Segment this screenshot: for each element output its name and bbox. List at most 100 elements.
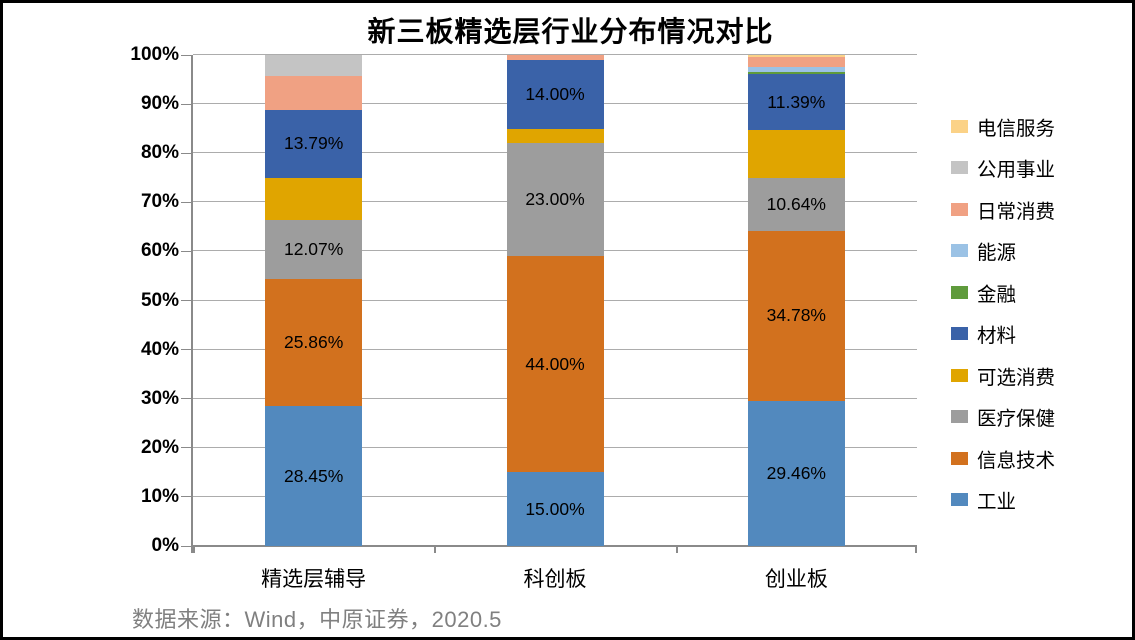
- bar-segment-金融: [747, 71, 845, 75]
- segment-label-材料: 14.00%: [525, 83, 585, 104]
- segment-label-材料: 11.39%: [767, 91, 826, 112]
- bar-segment-电信服务: [747, 55, 845, 57]
- legend-swatch-公用事业: [951, 161, 968, 174]
- bar-segment-日常消费: [506, 55, 604, 60]
- y-axis-label: 30%: [140, 387, 179, 409]
- legend-item-金融: 金融: [951, 281, 1016, 306]
- source-note: 数据来源：Wind，中原证券，2020.5: [132, 607, 502, 632]
- x-axis-line: [193, 545, 917, 547]
- bar-科创板: 15.00% 44.00% 23.00% 14.00%: [506, 55, 604, 546]
- y-axis-label: 50%: [140, 289, 179, 311]
- bar-segment-公用事业: [265, 55, 363, 77]
- segment-label-医疗保健: 23.00%: [525, 189, 585, 210]
- y-axis-tick: [181, 300, 193, 301]
- segment-label-医疗保健: 12.07%: [283, 239, 344, 260]
- x-axis-tick: [675, 546, 678, 553]
- chart-title: 新三板精选层行业分布情况对比: [367, 16, 774, 47]
- legend-label: 公用事业: [977, 159, 1056, 181]
- segment-label-信息技术: 25.86%: [283, 332, 344, 353]
- segment-label-工业: 29.46%: [766, 463, 826, 484]
- bar-创业板: 29.46% 34.78% 10.64% 11.39%: [747, 55, 845, 546]
- y-axis-tick: [181, 250, 193, 252]
- bar-segment-材料: [265, 110, 363, 178]
- bar-segment-可选消费: [747, 130, 845, 179]
- legend-label: 工业: [977, 491, 1017, 513]
- legend-label: 能源: [977, 242, 1017, 264]
- bar-segment-可选消费: [265, 177, 363, 221]
- y-axis-label: 80%: [140, 142, 179, 164]
- y-axis-label: 100%: [130, 44, 179, 65]
- bar-segment-日常消费: [265, 76, 363, 111]
- legend-swatch-医疗保健: [951, 410, 968, 423]
- bar-segment-材料: [506, 59, 604, 129]
- legend-item-可选消费: 可选消费: [951, 364, 1055, 389]
- y-axis-tick: [181, 496, 193, 498]
- x-axis-label-科创板: 科创板: [523, 568, 587, 591]
- plot-area: 28.45% 25.86% 12.07% 13.79% 15.00% 44.00% 23.0…: [181, 54, 917, 553]
- bar-segment-医疗保健: [747, 178, 845, 231]
- segment-label-工业: 15.00%: [525, 498, 585, 519]
- legend-swatch-能源: [951, 244, 968, 257]
- gridline: [193, 54, 917, 55]
- legend-swatch-电信服务: [951, 119, 968, 133]
- y-axis-tick: [181, 545, 193, 547]
- legend-swatch-材料: [951, 327, 968, 340]
- y-axis-line: [191, 55, 193, 553]
- y-axis-tick: [181, 152, 193, 154]
- legend-label: 医疗保健: [977, 408, 1056, 430]
- legend-item-公用事业: 公用事业: [951, 157, 1055, 181]
- bar-segment-材料: [747, 74, 845, 131]
- bar-segment-信息技术: [265, 279, 363, 407]
- x-axis-tick: [915, 546, 917, 553]
- bar-segment-工业: [506, 472, 604, 546]
- legend-label: 可选消费: [977, 366, 1056, 389]
- bar-segment-可选消费: [506, 128, 604, 144]
- x-axis-tick: [193, 546, 195, 553]
- bar-segment-信息技术: [747, 230, 845, 402]
- y-axis-tick: [181, 201, 193, 203]
- legend-swatch-可选消费: [951, 368, 968, 382]
- legend-item-信息技术: 信息技术: [951, 447, 1055, 472]
- y-axis-tick: [181, 54, 193, 56]
- legend-item-工业: 工业: [951, 489, 1016, 513]
- legend-swatch-金融: [951, 285, 968, 299]
- legend-swatch-信息技术: [951, 451, 968, 465]
- y-axis-label: 60%: [140, 240, 179, 262]
- legend-item-能源: 能源: [951, 240, 1016, 264]
- segment-label-信息技术: 44.00%: [525, 353, 585, 374]
- y-axis-label: 40%: [140, 338, 179, 360]
- segment-label-工业: 28.45%: [283, 465, 344, 486]
- y-axis-tick: [181, 103, 193, 105]
- bar-segment-医疗保健: [506, 143, 604, 257]
- y-axis-tick: [181, 398, 193, 400]
- legend-label: 电信服务: [977, 117, 1056, 140]
- y-axis-tick: [181, 349, 193, 351]
- y-axis-label: 20%: [140, 436, 179, 458]
- segment-label-信息技术: 34.78%: [766, 305, 826, 326]
- legend-label: 日常消费: [977, 200, 1056, 223]
- segment-label-医疗保健: 10.64%: [766, 193, 826, 214]
- y-axis-label: 70%: [140, 191, 179, 213]
- bar-segment-日常消费: [747, 56, 845, 67]
- bar-segment-信息技术: [506, 256, 604, 473]
- legend-item-医疗保健: 医疗保健: [951, 406, 1055, 430]
- bar-segment-工业: [747, 401, 845, 546]
- x-axis-label-创业板: 创业板: [764, 568, 828, 591]
- legend-label: 材料: [977, 325, 1017, 347]
- x-axis-label-精选层辅导: 精选层辅导: [261, 568, 367, 591]
- bar-精选层辅导: 28.45% 25.86% 12.07% 13.79%: [265, 55, 363, 546]
- bar-segment-能源: [747, 66, 845, 72]
- legend-label: 金融: [977, 283, 1017, 306]
- bar-segment-工业: [265, 406, 363, 546]
- legend-swatch-日常消费: [951, 202, 968, 216]
- x-axis-tick: [434, 546, 437, 553]
- legend-item-日常消费: 日常消费: [951, 198, 1055, 223]
- legend-item-材料: 材料: [951, 323, 1016, 347]
- y-axis-label: 10%: [140, 485, 179, 507]
- legend-swatch-工业: [951, 493, 968, 506]
- y-axis-label: 90%: [140, 93, 179, 115]
- segment-label-材料: 13.79%: [283, 133, 344, 154]
- bar-segment-医疗保健: [265, 220, 363, 280]
- legend-label: 信息技术: [977, 449, 1056, 472]
